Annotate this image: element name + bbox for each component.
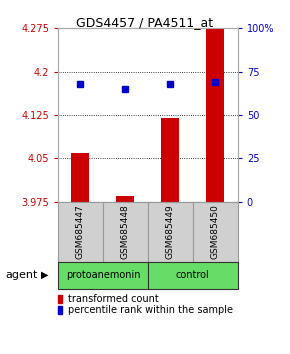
Bar [58, 202, 103, 262]
Text: GSM685447: GSM685447 [76, 205, 85, 259]
Text: GDS4457 / PA4511_at: GDS4457 / PA4511_at [77, 16, 213, 29]
Bar [148, 262, 238, 289]
Bar [161, 118, 179, 202]
Bar [103, 202, 148, 262]
Text: GSM685450: GSM685450 [211, 204, 220, 259]
Text: agent: agent [6, 270, 38, 280]
Text: ▶: ▶ [41, 270, 49, 280]
Bar [58, 262, 148, 289]
Bar [116, 196, 134, 202]
Text: percentile rank within the sample: percentile rank within the sample [68, 305, 233, 315]
Text: control: control [176, 270, 210, 280]
Bar [71, 153, 89, 202]
Text: GSM685449: GSM685449 [166, 205, 175, 259]
Bar [206, 28, 224, 202]
Bar [148, 202, 193, 262]
Bar [193, 202, 238, 262]
Text: GSM685448: GSM685448 [121, 205, 130, 259]
Text: transformed count: transformed count [68, 294, 159, 304]
Text: protoanemonin: protoanemonin [66, 270, 140, 280]
